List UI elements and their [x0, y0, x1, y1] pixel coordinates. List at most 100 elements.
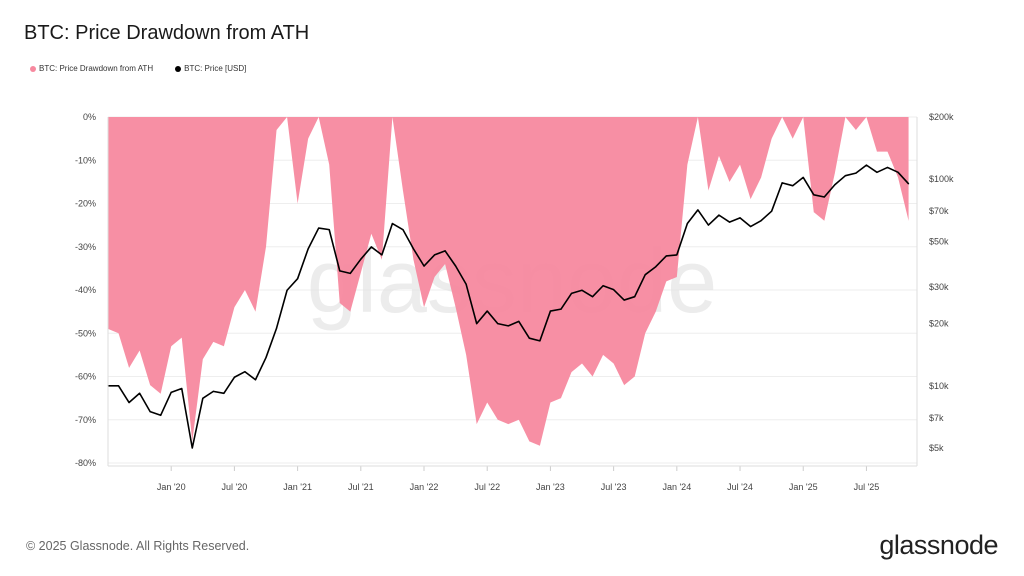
y-left-tick-label: -60% — [75, 372, 96, 382]
x-tick-label: Jan '21 — [283, 482, 312, 492]
price-point — [476, 323, 478, 325]
y-left-tick-label: -10% — [75, 155, 96, 165]
price-point — [686, 222, 688, 225]
y-right-tick-label: $7k — [929, 413, 944, 423]
price-point — [423, 265, 425, 267]
price-point — [433, 254, 436, 256]
price-point — [549, 310, 552, 312]
y-left-tick-label: -40% — [75, 285, 96, 295]
price-point — [244, 371, 246, 373]
price-point — [865, 164, 868, 166]
price-point — [444, 250, 446, 252]
price-point — [149, 411, 151, 413]
price-point — [834, 184, 836, 186]
price-point — [728, 221, 731, 223]
price-point — [117, 385, 120, 387]
y-right-tick-label: $10k — [929, 381, 949, 391]
brand-logo: glassnode — [879, 530, 998, 560]
price-point — [486, 310, 488, 312]
price-point — [254, 379, 257, 381]
price-point — [876, 171, 878, 173]
y-left-tick-label: -30% — [75, 242, 96, 252]
price-point — [781, 182, 783, 184]
legend-swatch-price — [175, 65, 182, 72]
x-tick-label: Jul '24 — [727, 482, 753, 492]
y-right-tick-label: $50k — [929, 236, 949, 246]
price-point — [349, 272, 351, 274]
y-left-tick-label: -50% — [75, 328, 96, 338]
price-point — [497, 323, 499, 325]
x-tick-label: Jul '22 — [474, 482, 500, 492]
price-point — [381, 254, 383, 256]
price-point — [412, 248, 415, 250]
price-point — [202, 397, 204, 399]
price-point — [170, 391, 172, 393]
y-left-tick-label: -20% — [75, 199, 96, 209]
x-tick-label: Jan '24 — [662, 482, 691, 492]
price-point — [844, 175, 846, 177]
price-point — [739, 217, 741, 219]
price-point — [328, 229, 330, 231]
x-tick-label: Jul '20 — [222, 482, 248, 492]
legend-swatch-drawdown — [30, 65, 36, 72]
price-point — [318, 227, 320, 229]
price-point — [370, 246, 372, 248]
y-right-tick-label: $100k — [929, 174, 954, 184]
price-point — [560, 308, 562, 310]
price-point — [465, 283, 467, 285]
price-point — [402, 229, 404, 231]
price-point — [212, 390, 214, 392]
price-point — [339, 270, 341, 272]
legend-label: BTC: Price [USD] — [184, 64, 247, 73]
legend: BTC: Price Drawdown from ATH BTC: Price … — [30, 64, 246, 73]
y-left-tick-label: -80% — [75, 458, 96, 468]
price-point — [623, 299, 625, 301]
price-point — [665, 255, 667, 257]
price-point — [749, 225, 752, 228]
price-point — [275, 327, 278, 329]
price-point — [676, 254, 678, 256]
price-point — [897, 171, 899, 173]
price-point — [518, 320, 520, 322]
x-tick-label: Jan '23 — [536, 482, 565, 492]
price-point — [139, 392, 141, 394]
chart-title: BTC: Price Drawdown from ATH — [24, 22, 310, 44]
drawdown-area — [108, 117, 909, 446]
price-point — [265, 356, 267, 359]
price-point — [191, 447, 193, 449]
price-point — [697, 209, 699, 211]
x-tick-label: Jan '20 — [157, 482, 186, 492]
price-point — [160, 414, 162, 416]
legend-label: BTC: Price Drawdown from ATH — [39, 64, 154, 73]
price-point — [792, 185, 794, 187]
x-tick-label: Jul '21 — [348, 482, 374, 492]
price-point — [718, 214, 720, 216]
legend-item-drawdown[interactable]: BTC: Price Drawdown from ATH — [30, 64, 153, 73]
price-point — [802, 176, 804, 179]
price-point — [707, 224, 710, 226]
price-point — [286, 289, 288, 291]
price-point — [297, 278, 299, 280]
y-right-tick-label: $20k — [929, 319, 949, 329]
y-right-tick-label: $30k — [929, 282, 949, 292]
price-point — [570, 292, 573, 295]
price-point — [613, 289, 615, 291]
price-point — [907, 183, 910, 185]
y-right-tick-label: $70k — [929, 206, 949, 216]
price-point — [823, 196, 825, 198]
x-tick-label: Jul '23 — [601, 482, 627, 492]
price-point — [391, 222, 394, 225]
price-point — [455, 265, 457, 267]
copyright-text: © 2025 Glassnode. All Rights Reserved. — [26, 539, 250, 553]
price-point — [233, 376, 236, 378]
x-tick-label: Jan '22 — [410, 482, 439, 492]
price-point — [634, 296, 636, 298]
legend-item-price[interactable]: BTC: Price [USD] — [175, 64, 246, 73]
price-point — [360, 258, 362, 260]
price-point — [655, 266, 657, 268]
price-point — [223, 392, 225, 394]
price-point — [771, 210, 773, 212]
price-point — [644, 274, 646, 276]
price-point — [528, 337, 530, 339]
x-tick-label: Jul '25 — [854, 482, 880, 492]
